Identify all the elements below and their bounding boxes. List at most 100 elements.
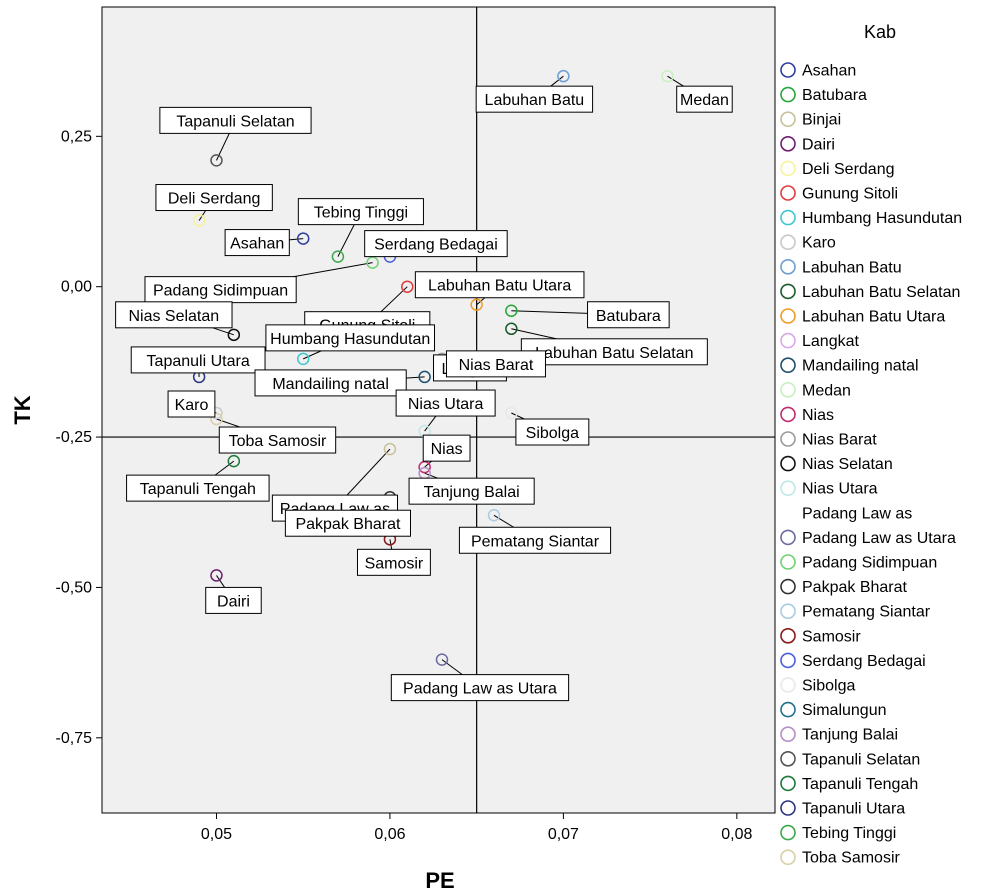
legend-entry: Serdang Bedagai	[802, 653, 926, 670]
legend-marker	[780, 750, 796, 767]
point-label-box	[587, 301, 670, 329]
legend-entry: Tapanuli Selatan	[802, 751, 920, 768]
data-point	[366, 256, 379, 269]
legend-marker	[780, 775, 796, 792]
data-point	[296, 232, 310, 245]
data-point	[470, 298, 483, 311]
legend-marker	[780, 258, 796, 275]
point-label: Nias Barat	[459, 357, 534, 374]
point-label: Pakpak Bharat	[295, 516, 401, 533]
data-point	[505, 304, 518, 318]
legend-marker	[780, 726, 796, 743]
legend-marker	[780, 652, 796, 669]
point-label-box	[284, 509, 411, 537]
legend-marker	[780, 849, 796, 866]
point-label: Humbang Hasundutan	[270, 331, 430, 348]
data-point	[296, 352, 310, 366]
legend-marker	[780, 603, 796, 620]
point-label: Asahan	[230, 236, 284, 253]
legend-entry: Asahan	[802, 63, 856, 80]
legend-entry: Pakpak Bharat	[802, 579, 908, 596]
point-label-box	[130, 346, 266, 374]
point-label-box	[265, 324, 436, 352]
data-point	[210, 412, 223, 426]
legend-marker	[780, 529, 796, 546]
legend-entry: Nias	[802, 407, 834, 424]
legend-entry: Medan	[802, 382, 851, 399]
legend-marker	[780, 455, 796, 472]
legend-entry: Simalungun	[802, 702, 887, 719]
point-label-box	[515, 418, 590, 446]
point-label-box	[356, 548, 431, 576]
point-label: Labuhan Batu	[485, 92, 585, 109]
legend-entry: Tapanuli Utara	[802, 801, 905, 818]
data-point	[401, 280, 414, 293]
legend-marker	[780, 554, 796, 570]
legend-marker	[780, 332, 796, 349]
point-label-box	[115, 301, 233, 329]
legend-entry: Nias Barat	[802, 432, 877, 449]
point-label: Sibolga	[526, 425, 579, 442]
legend-marker	[780, 308, 796, 324]
data-point	[418, 370, 431, 384]
legend-marker	[780, 406, 796, 423]
legend-entry: Pematang Siantar	[802, 604, 931, 621]
legend-entry: Padang Law as Utara	[802, 530, 956, 547]
point-label-box	[395, 389, 496, 417]
legend-entry: Nias Utara	[802, 481, 878, 498]
point-label-box	[445, 350, 546, 378]
data-point	[557, 69, 570, 83]
point-label-box	[297, 198, 424, 226]
point-label: Toba Samosir	[229, 433, 327, 450]
legend: Asahan Batubara Binjai Dairi Deli Serdang Gun…	[780, 62, 962, 867]
legend-entry: Langkat	[802, 333, 859, 350]
y-axis-title: TK	[10, 395, 35, 424]
point-label: Pematang Siantar	[471, 533, 600, 550]
legend-entry: Batubara	[802, 87, 867, 104]
legend-marker	[780, 86, 796, 103]
data-point	[505, 322, 518, 336]
legend-marker	[780, 677, 796, 693]
point-label-box	[155, 184, 273, 212]
legend-entry: Labuhan Batu Selatan	[802, 284, 960, 301]
point-label: Serdang Bedagai	[374, 237, 498, 254]
data-point	[661, 69, 674, 83]
legend-marker	[780, 185, 796, 201]
point-label-box	[144, 276, 297, 304]
legend-entry: Humbang Hasundutan	[802, 210, 962, 227]
data-point	[227, 328, 241, 342]
data-point	[331, 250, 345, 263]
point-label: Nias Utara	[408, 396, 484, 413]
data-point	[210, 569, 223, 582]
point-label: Padang Sidimpuan	[153, 283, 288, 300]
legend-marker	[780, 160, 796, 177]
legend-entry: Dairi	[802, 136, 835, 153]
legend-marker	[780, 824, 796, 841]
legend-entry: Tapanuli Tengah	[802, 776, 918, 793]
legend-entry: Padang Law as	[802, 505, 912, 522]
point-label: Labuhan Batu Utara	[428, 278, 571, 295]
y-tick-label: -0,75	[56, 730, 93, 747]
legend-marker	[780, 136, 796, 152]
point-label-box	[475, 85, 594, 113]
y-tick-label: -0,50	[56, 579, 93, 596]
legend-entry: Deli Serdang	[802, 161, 895, 178]
x-tick-label: 0,07	[548, 826, 579, 843]
point-label-box	[254, 369, 407, 397]
point-label-box	[205, 586, 262, 614]
legend-entry: Nias Selatan	[802, 456, 893, 473]
y-tick-label: 0,00	[61, 279, 92, 296]
point-label: Medan	[680, 92, 729, 109]
data-point	[210, 154, 223, 167]
legend-marker	[780, 111, 796, 127]
data-point	[487, 509, 501, 522]
point-label: Tebing Tinggi	[314, 205, 408, 222]
point-label-box	[390, 674, 570, 702]
point-label: Mandailing natal	[272, 376, 389, 393]
point-label: Tanjung Balai	[424, 484, 520, 501]
point-label: Deli Serdang	[168, 191, 261, 208]
point-label-box	[676, 85, 733, 113]
point-label-box	[520, 338, 708, 366]
legend-entry: Mandailing natal	[802, 358, 919, 375]
